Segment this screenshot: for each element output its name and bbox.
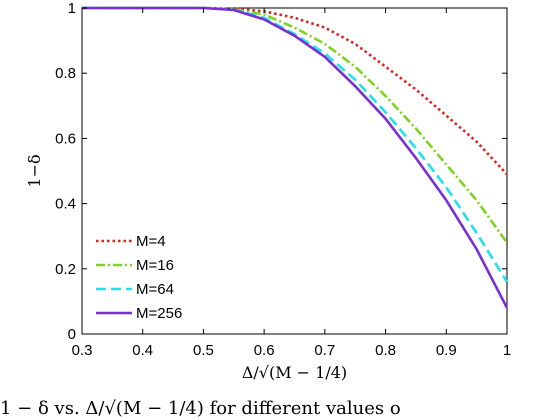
x-tick-label: 0.3: [72, 342, 93, 359]
plot-area: 0.3 0.4 0.5 0.6 0.7 0.8 0.9 1 0 0.2 0.4 0.6 0.8 1: [55, 0, 511, 359]
legend-label: M=4: [136, 233, 166, 250]
legend: M=4 M=16 M=64 M=256: [96, 233, 182, 322]
legend-label: M=256: [136, 305, 182, 322]
y-tick-label: 0.8: [55, 65, 76, 82]
plot-frame: [81, 7, 508, 335]
x-tick-label: 1: [503, 342, 511, 359]
figure-caption: 1 − δ vs. Δ/√(M − 1/4) for different val…: [0, 398, 401, 419]
x-tick-label: 0.4: [132, 342, 153, 359]
y-tick-label: 0.4: [55, 196, 76, 213]
y-axis-label: 1−δ: [25, 154, 44, 187]
series-line-m-16: [82, 6, 509, 244]
y-tick-label: 0.6: [55, 130, 76, 147]
y-tick-label: 0: [68, 326, 76, 343]
y-tick-label: 1: [68, 0, 76, 17]
axis-titles: 1−δ Δ/√(M − 1/4): [25, 154, 347, 382]
y-tick-label: 0.2: [55, 261, 76, 278]
x-axis-label: Δ/√(M − 1/4): [242, 363, 347, 382]
x-tick-label: 0.9: [436, 342, 457, 359]
x-tick-label: 0.6: [254, 342, 275, 359]
x-tick-label: 0.5: [193, 342, 214, 359]
ticks-layer: 0.3 0.4 0.5 0.6 0.7 0.8 0.9 1 0 0.2 0.4 0.6 0.8 1: [55, 0, 511, 359]
x-tick-label: 0.8: [375, 342, 396, 359]
legend-label: M=64: [136, 281, 174, 298]
x-tick-label: 0.7: [314, 342, 335, 359]
legend-label: M=16: [136, 257, 174, 274]
